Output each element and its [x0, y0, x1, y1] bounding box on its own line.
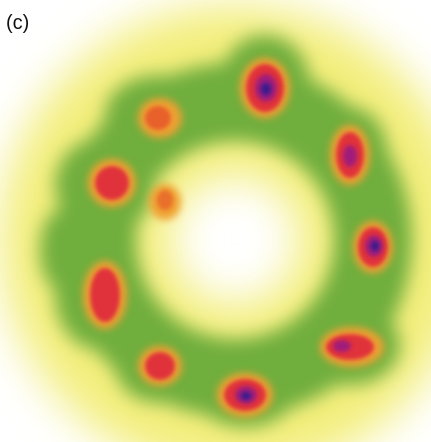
figure-panel: (c) [0, 0, 431, 442]
panel-label: (c) [6, 12, 29, 35]
heatmap [0, 0, 431, 442]
